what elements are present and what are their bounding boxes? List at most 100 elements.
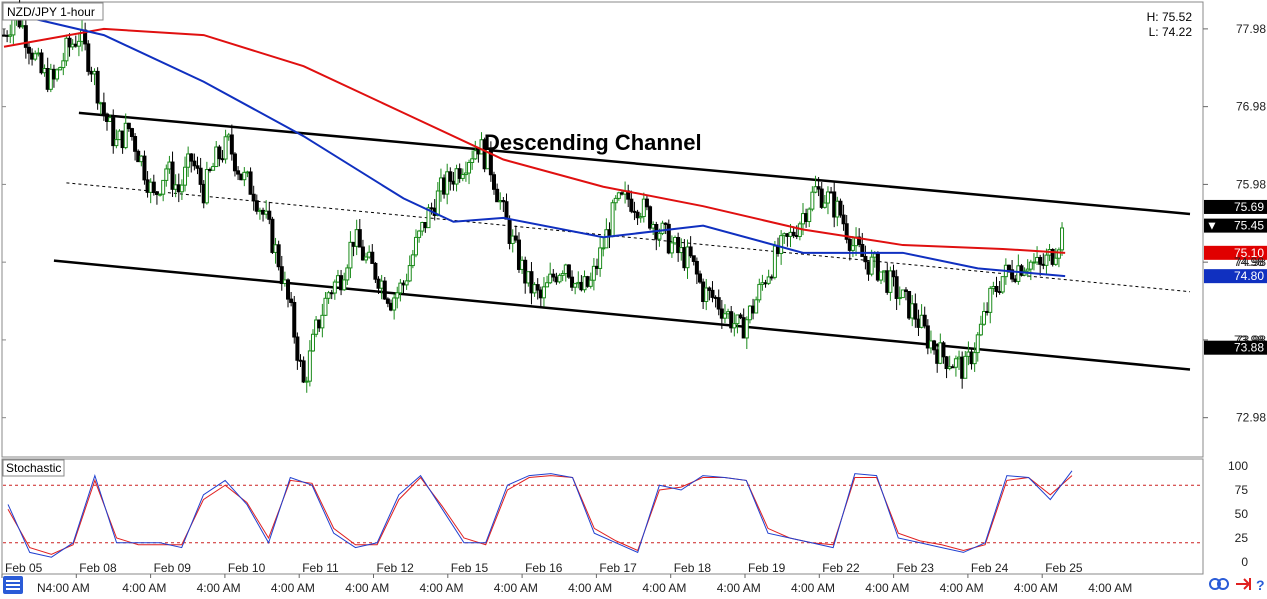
candle-body: [173, 184, 178, 190]
candle-body: [751, 305, 756, 314]
ma-red-line: [3, 27, 1066, 254]
candle-body: [872, 253, 877, 258]
candle-body: [470, 158, 475, 163]
candle-body: [211, 166, 216, 171]
candle-body: [320, 314, 325, 329]
candle-body: [314, 319, 319, 335]
candle-body: [64, 37, 69, 62]
candle-body: [841, 214, 846, 225]
candle-body: [794, 235, 799, 238]
candle-body: [741, 317, 746, 339]
candle-body: [342, 279, 347, 291]
candle-body: [857, 236, 862, 245]
low-label: L: 74.22: [1149, 25, 1193, 39]
candle-body: [460, 174, 465, 179]
candle-body: [301, 360, 306, 383]
x-time-label: 4:00 AM: [642, 581, 686, 595]
candle-body: [782, 233, 787, 237]
candle-body: [975, 334, 980, 354]
candle-body: [223, 136, 228, 160]
candle-body: [1056, 249, 1061, 259]
help-icon[interactable]: ?: [1256, 577, 1265, 593]
channel-line-upper: [78, 111, 1191, 216]
price-tag-bg: [1204, 199, 1267, 214]
candle-body: [866, 261, 871, 275]
candle-body: [1044, 254, 1049, 266]
candle-body: [928, 340, 933, 349]
candle-body: [376, 278, 381, 289]
candle-body: [832, 191, 837, 218]
candle-body: [451, 180, 456, 185]
candle-body: [570, 276, 575, 288]
candle-body: [835, 200, 840, 218]
candle-body: [382, 280, 387, 300]
candle-body: [176, 184, 181, 193]
candle-body: [1010, 269, 1015, 280]
chart-title: NZD/JPY 1-hour: [7, 5, 95, 19]
candle-body: [738, 314, 743, 319]
candle-body: [507, 218, 512, 244]
candle-body: [825, 191, 830, 204]
stoch-y-label: 25: [1235, 531, 1249, 545]
candle-body: [894, 276, 899, 299]
x-date-label: Feb 19: [748, 561, 786, 575]
candle-body: [744, 319, 749, 339]
candle-body: [5, 34, 10, 37]
candle-body: [467, 161, 472, 174]
candle-body: [70, 43, 75, 48]
candle-body: [339, 275, 344, 291]
candle-body: [994, 285, 999, 292]
candle-body: [691, 255, 696, 262]
candle-body: [279, 266, 284, 284]
candle-body: [201, 183, 206, 204]
high-label: H: 75.52: [1147, 10, 1193, 24]
candle-body: [1019, 265, 1024, 276]
x-time-label: 4:00 AM: [940, 581, 984, 595]
price-tag-label: 73.88: [1234, 341, 1264, 355]
link-icon[interactable]: [1209, 578, 1229, 590]
candle-body: [89, 70, 94, 75]
candle-body: [154, 191, 159, 195]
candle-body: [1035, 256, 1040, 263]
price-tag-bg: [1204, 269, 1267, 284]
candle-body: [473, 150, 478, 160]
candle-body: [579, 281, 584, 291]
candle-body: [192, 160, 197, 167]
candle-body: [45, 68, 50, 90]
candle-body: [763, 282, 768, 285]
y-tick-label: 77.98: [1236, 22, 1266, 36]
candle-body: [348, 241, 353, 269]
candle-body: [982, 310, 987, 325]
candle-body: [554, 276, 559, 283]
candle-body: [55, 69, 60, 80]
candle-body: [435, 190, 440, 216]
candle-body: [822, 202, 827, 208]
candle-body: [501, 200, 506, 203]
price-tag-label: 74.80: [1234, 269, 1264, 283]
candle-body: [666, 223, 671, 254]
candle-body: [329, 292, 334, 295]
candle-body: [903, 289, 908, 292]
candle-body: [111, 117, 116, 147]
candle-body: [529, 271, 534, 294]
candle-body: [879, 271, 884, 281]
candle-body: [797, 223, 802, 237]
x-date-label: Feb 10: [228, 561, 266, 575]
candle-body: [264, 210, 269, 215]
stochastic-panel: [1, 458, 1204, 575]
candle-body: [888, 270, 893, 293]
candle-body: [816, 186, 821, 190]
candle-body: [76, 40, 81, 47]
ma-blue-line: [3, 10, 1066, 278]
candle-body: [604, 229, 609, 249]
candle-body: [807, 208, 812, 223]
arrow-icon[interactable]: [1236, 578, 1251, 590]
candle-body: [220, 158, 225, 161]
candle-body: [426, 207, 431, 229]
stoch-k-line: [7, 470, 1073, 558]
candle-body: [513, 235, 518, 241]
candle-body: [919, 314, 924, 328]
menu-icon[interactable]: [3, 576, 23, 594]
candle-body: [863, 255, 868, 263]
candle-body: [694, 260, 699, 275]
